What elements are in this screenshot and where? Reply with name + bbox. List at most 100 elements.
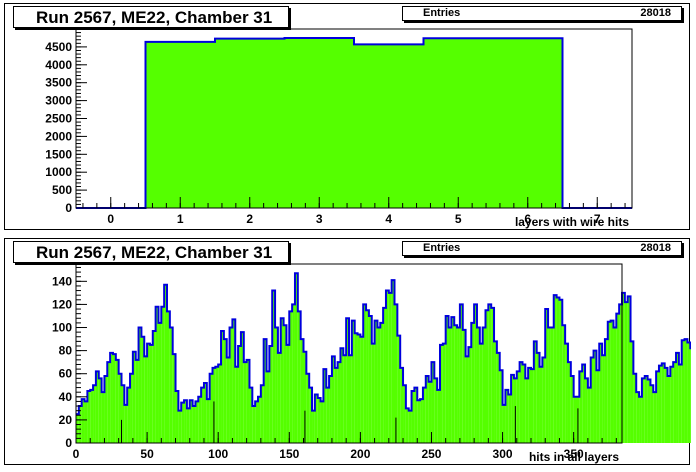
- histogram-bin: [602, 355, 605, 443]
- histogram-bin: [428, 381, 432, 443]
- y-tick-label: 0: [65, 201, 72, 215]
- histogram-bin: [479, 343, 483, 443]
- x-tick-label: 1: [177, 212, 184, 226]
- histogram-bin: [84, 401, 88, 443]
- y-tick-label: 60: [59, 367, 73, 381]
- histogram-bin: [266, 371, 270, 443]
- histogram-bin: [326, 387, 330, 443]
- histogram-bin: [536, 352, 540, 443]
- histogram-bin: [340, 348, 344, 443]
- histogram-bin: [218, 364, 222, 443]
- y-tick-label: 100: [52, 321, 72, 335]
- y-tick-label: 0: [65, 436, 72, 450]
- histogram-bin: [371, 343, 375, 443]
- histogram-bin: [263, 339, 267, 443]
- histogram-bin: [559, 299, 563, 443]
- histogram-bin: [192, 406, 196, 443]
- x-tick-label: 200: [350, 447, 370, 461]
- histogram-bin: [155, 306, 159, 443]
- histogram-bin: [249, 387, 253, 443]
- histogram-bin: [337, 362, 341, 443]
- histogram-bin: [508, 394, 512, 443]
- x-tick-label: 7: [594, 212, 601, 226]
- histogram-bin: [124, 404, 128, 443]
- histogram-bin: [95, 371, 99, 443]
- histogram-bin: [346, 318, 349, 443]
- histogram-bin: [357, 334, 361, 443]
- histogram-bin: [670, 366, 674, 443]
- histogram-bin: [275, 327, 278, 443]
- histogram-bin: [343, 355, 347, 443]
- histogram-bin: [141, 336, 145, 443]
- histogram-bin: [525, 378, 529, 443]
- histogram-bin: [667, 376, 671, 443]
- histogram-bin: [604, 339, 608, 443]
- histogram-bin: [516, 371, 520, 443]
- y-tick-label: 120: [52, 297, 72, 311]
- histogram-bin: [306, 373, 310, 443]
- histogram-bin: [434, 378, 438, 443]
- histogram-bin: [215, 38, 285, 208]
- histogram-bin: [272, 290, 276, 443]
- histogram-bin: [215, 366, 219, 443]
- histogram-bin: [596, 370, 600, 443]
- x-tick-label: 50: [140, 447, 154, 461]
- histogram-bin: [431, 362, 435, 443]
- histogram-bin: [391, 280, 395, 443]
- histogram-bin: [118, 373, 122, 443]
- histogram-bin: [380, 322, 384, 443]
- histogram-bin: [485, 310, 489, 443]
- histogram-bin: [405, 408, 409, 443]
- histogram-bin: [440, 344, 443, 443]
- histogram-bin: [110, 352, 113, 443]
- histogram-bin: [374, 320, 378, 443]
- histogram-bin: [255, 401, 258, 443]
- histogram-bin: [653, 392, 657, 443]
- x-axis-title: hits in all layers: [528, 450, 619, 464]
- histogram-bin: [400, 367, 404, 443]
- histogram-bin: [107, 362, 111, 443]
- histogram-bin: [622, 292, 625, 443]
- histogram-bin: [98, 378, 102, 443]
- histogram-bin: [661, 363, 665, 443]
- histogram-bin: [206, 399, 210, 443]
- histogram-bin: [676, 352, 679, 443]
- histogram-bin: [284, 37, 354, 209]
- histogram-bin: [505, 389, 509, 443]
- histogram-bin: [175, 391, 179, 443]
- histogram-bin: [112, 354, 116, 443]
- y-tick-label: 2500: [45, 112, 72, 126]
- histogram-bin: [445, 315, 449, 443]
- histogram-bin: [403, 385, 406, 443]
- x-tick-label: 100: [208, 447, 228, 461]
- y-tick-label: 20: [59, 413, 73, 427]
- x-tick-label: 0: [73, 447, 80, 461]
- histogram-bin: [229, 327, 233, 443]
- histogram-bin: [260, 385, 264, 443]
- histogram-bin: [684, 339, 688, 443]
- histogram-bin: [690, 348, 691, 443]
- histogram-bin: [633, 373, 637, 443]
- histogram-bin: [221, 330, 224, 443]
- histogram-bin: [334, 367, 338, 443]
- histogram-bin: [331, 356, 335, 443]
- y-tick-label: 80: [59, 344, 73, 358]
- x-tick-label: 2: [246, 212, 253, 226]
- histogram-bin: [277, 352, 281, 443]
- histogram-bin: [121, 385, 125, 443]
- x-tick-label: 300: [493, 447, 513, 461]
- histogram-bin: [201, 387, 204, 443]
- histogram-bin: [531, 369, 534, 443]
- histogram-bin: [354, 333, 358, 443]
- histogram-bin: [368, 315, 372, 443]
- histogram-bin: [423, 38, 493, 208]
- stats-label: Entries: [423, 7, 461, 19]
- histogram-bin: [115, 359, 119, 443]
- x-axis-title: layers with wire hits: [514, 215, 629, 229]
- x-tick-label: 3: [316, 212, 323, 226]
- histogram-bin: [519, 362, 523, 443]
- histogram-bin: [130, 373, 133, 443]
- histogram-bin: [437, 389, 440, 443]
- histogram-bin: [297, 311, 301, 443]
- histogram-bin: [138, 327, 142, 443]
